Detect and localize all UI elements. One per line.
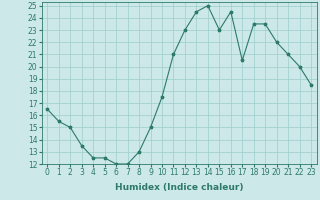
X-axis label: Humidex (Indice chaleur): Humidex (Indice chaleur): [115, 183, 244, 192]
